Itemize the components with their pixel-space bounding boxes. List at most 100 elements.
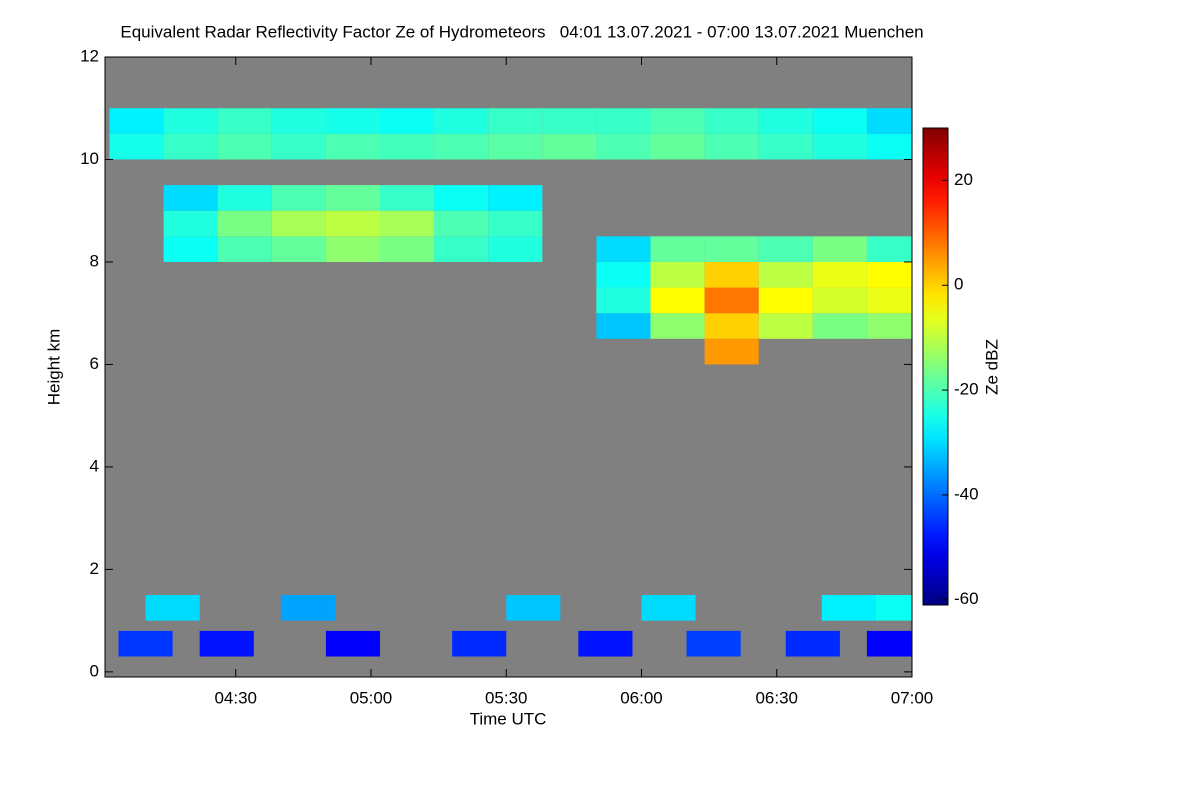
heatmap-cell: [380, 185, 435, 211]
heatmap-cell: [109, 108, 164, 134]
heatmap-cell: [596, 108, 651, 134]
heatmap-cell: [325, 108, 381, 134]
heatmap-cell: [866, 630, 912, 657]
heatmap-cell: [163, 133, 218, 160]
colorbar: [922, 127, 949, 606]
heatmap-cell: [596, 313, 651, 339]
heatmap-cell: [758, 261, 813, 288]
heatmap-cell: [641, 595, 696, 621]
heatmap-cell: [325, 133, 381, 160]
heatmap-cell: [704, 287, 759, 314]
heatmap-cell: [488, 133, 543, 160]
heatmap-cell: [650, 313, 705, 339]
heatmap-cell: [271, 108, 326, 134]
heatmap-cell: [785, 630, 840, 657]
y-tick-label: 6: [90, 354, 99, 373]
y-tick-label: 4: [90, 456, 99, 475]
heatmap-cell: [434, 236, 489, 262]
heatmap-cell: [542, 133, 597, 160]
heatmap-cell: [812, 133, 867, 160]
x-tick-label: 06:00: [620, 688, 663, 707]
heatmap-cell: [866, 236, 912, 262]
heatmap-cell: [217, 185, 272, 211]
heatmap-cell: [380, 133, 435, 160]
x-tick-label: 05:00: [350, 688, 393, 707]
heatmap-cell: [704, 313, 759, 339]
heatmap-cell: [434, 210, 489, 237]
heatmap-cell: [866, 261, 912, 288]
heatmap-cell: [271, 236, 326, 262]
plot-frame: [104, 56, 913, 678]
heatmap-cell: [875, 595, 912, 621]
heatmap-cell: [758, 287, 813, 314]
x-tick-label: 04:30: [214, 688, 257, 707]
heatmap-cell: [596, 287, 651, 314]
heatmap-cell: [199, 630, 254, 657]
heatmap-cell: [488, 236, 543, 262]
heatmap-cell: [758, 108, 813, 134]
heatmap-cell: [325, 236, 381, 262]
heatmap-cell: [686, 630, 741, 657]
heatmap-cell: [758, 236, 813, 262]
y-tick-label: 2: [90, 559, 99, 578]
heatmap-cell: [821, 595, 876, 621]
heatmap-cell: [812, 287, 867, 314]
chart-title: Equivalent Radar Reflectivity Factor Ze …: [120, 22, 923, 41]
heatmap-cell: [109, 133, 164, 160]
heatmap-cell: [506, 595, 561, 621]
heatmap-cell: [163, 236, 218, 262]
heatmap-cell: [380, 108, 435, 134]
heatmap-cell: [542, 108, 597, 134]
heatmap-cell: [866, 133, 912, 160]
heatmap-cell: [380, 236, 435, 262]
heatmap-cell: [758, 313, 813, 339]
heatmap-cell: [488, 185, 543, 211]
y-tick-label: 0: [90, 661, 99, 680]
heatmap-cell: [217, 210, 272, 237]
heatmap-cell: [271, 185, 326, 211]
y-axis-label: Height km: [44, 329, 63, 406]
heatmap-cell: [145, 595, 200, 621]
heatmap-cell: [325, 630, 381, 657]
heatmap-cell: [217, 133, 272, 160]
heatmap-cell: [812, 261, 867, 288]
heatmap-cell: [217, 108, 272, 134]
heatmap-cell: [866, 108, 912, 134]
heatmap-cell: [650, 261, 705, 288]
heatmap-cell: [325, 210, 381, 237]
y-tick-label: 10: [80, 149, 99, 168]
heatmap-cell: [280, 595, 335, 621]
heatmap-cell: [578, 630, 633, 657]
heatmap-cell: [650, 236, 705, 262]
heatmap-cell: [812, 313, 867, 339]
heatmap-cell: [217, 236, 272, 262]
heatmap-cell: [812, 236, 867, 262]
heatmap-cell: [452, 630, 507, 657]
heatmap-cell: [596, 261, 651, 288]
heatmap-cell: [704, 236, 759, 262]
heatmap-cell: [163, 185, 218, 211]
heatmap-cell: [650, 133, 705, 160]
y-tick-label: 8: [90, 251, 99, 270]
heatmap-cell: [596, 133, 651, 160]
heatmap-cell: [704, 338, 759, 365]
colorbar-tick-label: 20: [954, 170, 973, 189]
colorbar-tick-label: 0: [954, 275, 963, 294]
heatmap-cell: [434, 108, 489, 134]
x-axis-label: Time UTC: [470, 709, 547, 728]
heatmap-cell: [866, 287, 912, 314]
heatmap-cell: [118, 630, 173, 657]
heatmap-cell: [488, 108, 543, 134]
colorbar-tick-label: -40: [954, 484, 979, 503]
plot-area: [105, 57, 912, 677]
heatmap-cell: [704, 108, 759, 134]
heatmap-cell: [163, 108, 218, 134]
colorbar-label: Ze dBZ: [982, 339, 1001, 395]
heatmap-cell: [704, 261, 759, 288]
plot-background: [105, 57, 912, 677]
heatmap-cell: [650, 108, 705, 134]
x-tick-label: 06:30: [755, 688, 798, 707]
heatmap-cell: [271, 210, 326, 237]
heatmap-cell: [812, 108, 867, 134]
